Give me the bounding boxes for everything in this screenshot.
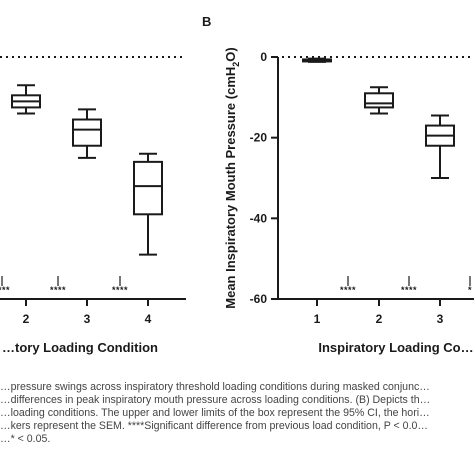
x-tick-label: 3 <box>437 312 444 326</box>
caption-line: …pressure swings across inspiratory thre… <box>0 381 430 393</box>
panel-a-x-axis-title: …tory Loading Condition <box>2 340 158 355</box>
x-tick-label: 1 <box>314 312 321 326</box>
significance-label: **** <box>401 285 417 295</box>
significance-label: **** <box>340 285 356 295</box>
panel-b-box-1 <box>302 57 332 63</box>
panel-b-significance: **** **** * <box>340 276 472 295</box>
panel-a: **** **** **** 2 3 4 …tory Loading Condition <box>0 56 186 355</box>
panel-b-significance-2: **** <box>401 276 417 295</box>
caption-line: …loading conditions. The upper and lower… <box>0 406 430 419</box>
x-tick-label: 2 <box>23 312 30 326</box>
panel-b-y-ticks: 0 -20 -40 -60 <box>250 50 278 306</box>
panel-a-x-ticks: 2 3 4 <box>23 299 152 326</box>
panel-a-box-4 <box>133 152 163 256</box>
panel-a-significance-3: **** <box>112 276 128 295</box>
panel-b: B Mean Inspiratory Mouth Pressure (cmH2O… <box>202 14 474 355</box>
panel-b-y-axis-subscript: 2 <box>231 62 241 67</box>
caption-line: …* < 0.05. <box>0 432 51 445</box>
box-body <box>72 118 102 147</box>
significance-label: **** <box>50 285 66 295</box>
box-body <box>364 92 394 109</box>
panel-b-letter: B <box>202 14 211 29</box>
panel-b-significance-3: * <box>468 276 472 295</box>
panel-b-box-2 <box>364 86 394 115</box>
x-tick-label: 2 <box>376 312 383 326</box>
figure-caption: …pressure swings across inspiratory thre… <box>0 381 474 474</box>
panel-b-significance-1: **** <box>340 276 356 295</box>
caption-line: …kers represent the SEM. ****Significant… <box>0 419 428 432</box>
x-tick-label: 3 <box>84 312 91 326</box>
y-tick-label: -60 <box>250 292 268 306</box>
panel-a-significance-2: **** <box>50 276 66 295</box>
panel-b-x-ticks: 1 2 3 <box>314 299 444 326</box>
y-tick-label: -40 <box>250 211 268 225</box>
box-body <box>133 160 163 216</box>
panel-a-significance: **** **** **** <box>0 276 128 295</box>
caption-line: …differences in peak inspiratory mouth p… <box>0 393 431 406</box>
significance-label: **** <box>0 285 10 295</box>
y-tick-label: -20 <box>250 131 268 145</box>
panel-b-boxes <box>302 57 455 179</box>
y-tick-label: 0 <box>260 50 267 64</box>
x-tick-label: 4 <box>145 312 152 326</box>
significance-label: * <box>468 285 472 295</box>
panel-a-boxes <box>11 84 163 256</box>
panel-a-box-2 <box>11 84 41 115</box>
panel-b-y-axis-title: Mean Inspiratory Mouth Pressure (cmH2O) <box>223 47 241 308</box>
significance-label: **** <box>112 285 128 295</box>
panel-b-x-axis-title: Inspiratory Loading Co… <box>318 340 473 355</box>
panel-b-box-3 <box>425 114 455 179</box>
panel-a-box-3 <box>72 108 102 159</box>
panel-a-significance-1: **** <box>0 276 10 295</box>
